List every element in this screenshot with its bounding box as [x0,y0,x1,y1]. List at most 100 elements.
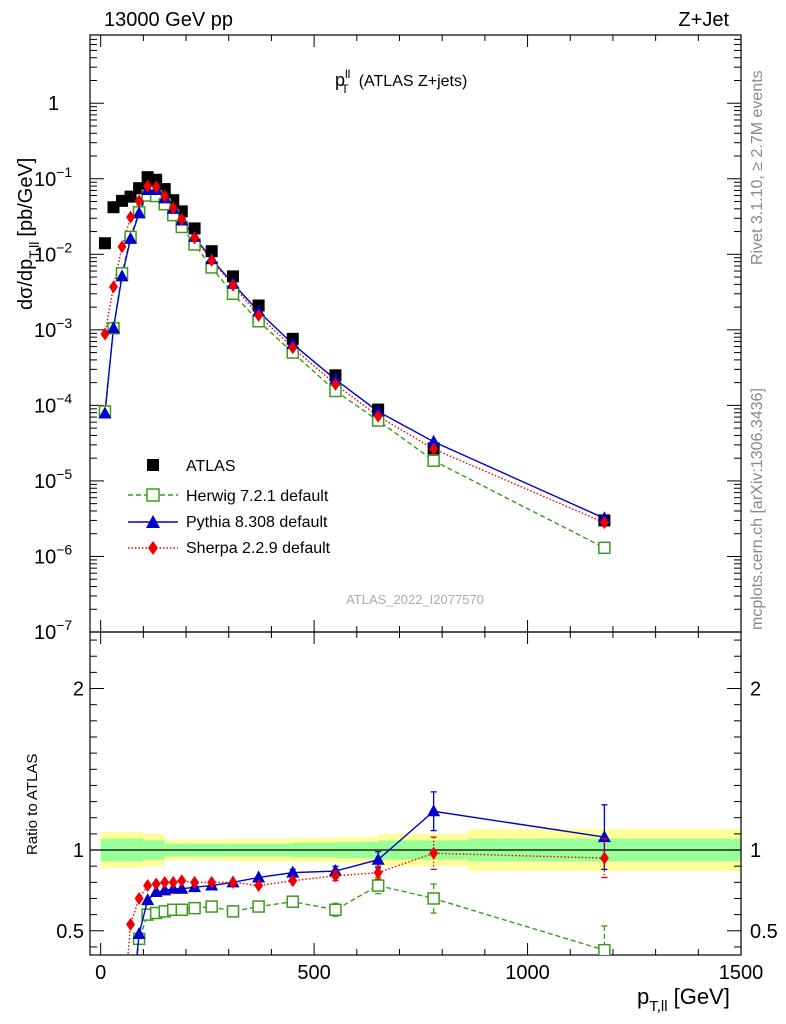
ratio-point-herwig [598,943,611,955]
legend-item-atlas: ATLAS [147,458,236,475]
plot-title-sub: T [341,82,349,96]
main-point-sherpa [177,212,187,226]
ratio-point-herwig [371,879,385,892]
y-tick-label: 0.5 [750,921,778,943]
ratio-point-sherpa [143,879,153,893]
main-point-sherpa [134,194,144,208]
legend-label-atlas: ATLAS [186,458,236,475]
main-point-pythia [124,231,138,244]
main-point-atlas [150,173,163,186]
main-point-sherpa [330,377,340,391]
ratio-point-herwig [329,903,342,917]
main-point-sherpa [288,341,298,355]
main-point-sherpa [228,278,238,292]
x-tick-label: 500 [297,962,330,984]
y-tick-label: 1 [48,93,59,115]
ratio-point-sherpa [429,846,439,860]
svg-text:dσ/dpT,ll[pb/GeV]: dσ/dpT,ll [pb/GeV] [15,158,42,310]
ratio-point-sherpa [373,866,383,880]
ratio-point-herwig [286,895,300,908]
side-label-rivet: Rivet 3.1.10, ≥ 2.7M events [749,70,766,265]
main-point-sherpa [108,280,118,294]
svg-text:pT,ll[GeV]: pT,ll [GeV] [637,984,730,1015]
ratio-point-pythia [427,804,441,817]
main-point-sherpa [160,189,170,203]
y-tick-label: 1 [750,840,761,862]
main-point-atlas [98,237,111,250]
ratio-point-sherpa [599,851,609,865]
main-point-sherpa [126,210,136,224]
ratio-point-sherpa [254,879,264,893]
x-axis-label-unit: [GeV] [674,984,730,1009]
ratio-point-pythia [371,852,385,865]
y-tick-label: 2 [750,679,761,701]
x-tick-label: 1500 [719,962,764,984]
ratio-point-herwig [252,900,265,913]
analysis-watermark: ATLAS_2022_I2077570 [346,592,484,607]
ratio-point-herwig [226,905,240,918]
main-point-sherpa [599,516,609,530]
header-left: 13000 GeV pp [104,9,233,31]
ratio-point-sherpa [207,875,217,889]
x-axis-label-text: p [637,984,649,1009]
ratio-point-pythia [141,893,155,906]
legend-marker-atlas [147,459,159,471]
main-line-sherpa [104,185,605,524]
y-axis-label-ratio: Ratio to ATLAS [24,754,41,855]
x-tick-label: 1000 [505,962,550,984]
y-tick-label: 10−4 [34,390,72,417]
legend-marker-pythia [146,515,160,528]
main-point-atlas [116,194,129,207]
main-point-sherpa [143,179,153,193]
ratio-point-sherpa [160,875,170,889]
main-point-atlas [188,222,201,235]
ratio-point-herwig [205,900,218,913]
ratio-point-pythia [132,927,146,940]
ratio-point-sherpa [168,875,178,889]
ratio-series-group [126,791,611,955]
plot-title: pll T (ATLAS Z+jets) [335,67,467,96]
ratio-point-sherpa [126,917,136,931]
ratio-point-sherpa [190,875,200,889]
main-point-pythia [132,206,146,219]
main-line-pythia [104,189,605,519]
legend-marker-sherpa [148,541,158,555]
ratio-point-herwig [427,892,440,905]
main-point-sherpa [429,442,439,456]
main-point-sherpa [207,253,217,267]
ratio-point-sherpa [228,875,238,889]
header-right: Z+Jet [678,9,729,31]
main-point-pythia [115,269,129,282]
y-tick-label: 10−7 [34,617,72,644]
ratio-plot: 0 500 1000 1500 0.5 0.5 1 1 2 2 [56,631,778,984]
y-axis-label-main-unit: [pb/GeV] [15,158,37,237]
legend-marker-herwig [146,488,160,502]
ratio-plot-frame [89,631,742,956]
main-point-sherpa [190,231,200,245]
x-axis-label: pT,ll [GeV] [637,984,730,1015]
plot-title-rest: (ATLAS Z+jets) [359,73,468,90]
x-tick-label: 0 [95,962,106,984]
main-point-pythia [106,321,120,334]
main-point-herwig [427,454,440,467]
main-point-atlas [227,270,240,283]
ratio-point-sherpa [151,877,161,891]
side-label-mcplots: mcplots.cern.ch [arXiv:1306.3436] [749,388,766,630]
main-point-sherpa [168,201,178,215]
ratio-point-sherpa [330,869,340,883]
legend-label-herwig: Herwig 7.2.1 default [186,488,329,505]
plot-title-main: p [335,70,345,90]
legend-item-pythia: Pythia 8.308 default [128,514,328,531]
legend-label-pythia: Pythia 8.308 default [186,514,328,531]
y-axis-label-main-sub: T,ll [26,242,42,259]
ratio-point-pythia [252,870,266,883]
y-tick-label: 0.5 [56,921,84,943]
y-tick-label: 2 [73,679,84,701]
y-tick-label: 1 [73,840,84,862]
plot-title-sup: ll [345,67,350,81]
ratio-point-pythia [175,881,189,894]
ratio-point-sherpa [134,891,144,905]
ratio-point-sherpa [288,874,298,888]
